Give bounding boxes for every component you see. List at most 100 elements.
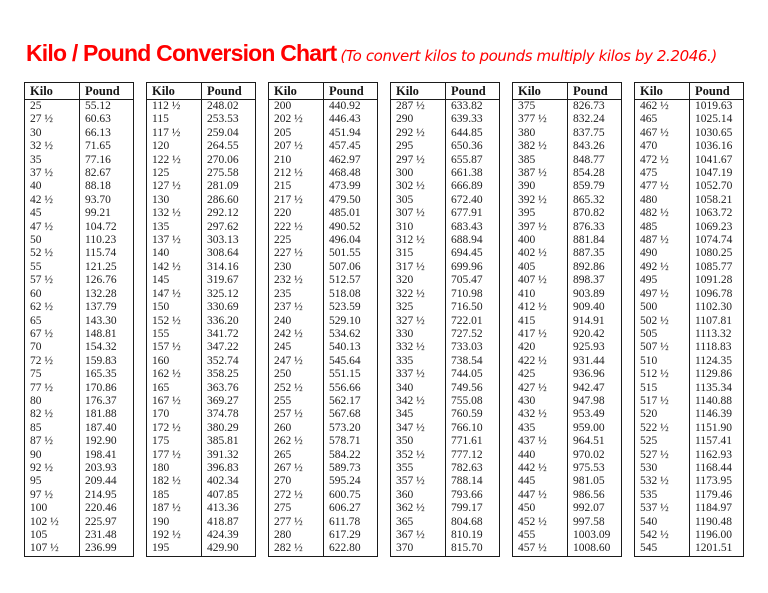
table-row: 127 ½ 281.09 bbox=[146, 180, 256, 194]
kilo-cell: 282 ½ bbox=[268, 542, 324, 557]
kilo-cell: 310 bbox=[390, 220, 446, 235]
table-row: 62 ½ 137.79 bbox=[24, 301, 134, 315]
table-row: 170 374.78 bbox=[146, 408, 256, 422]
table-row: 360 793.66 bbox=[390, 488, 500, 503]
table-row: 267 ½ 589.73 bbox=[268, 461, 378, 476]
kilo-cell: 505 bbox=[634, 327, 690, 342]
pound-cell: 1151.90 bbox=[695, 421, 732, 434]
table-row: 530 1168.44 bbox=[634, 461, 744, 476]
kilo-cell: 165 bbox=[146, 381, 202, 395]
table-row: 247 ½ 545.64 bbox=[268, 354, 378, 369]
kilo-cell: 447 ½ bbox=[512, 488, 568, 503]
pound-cell: 281.09 bbox=[207, 180, 239, 193]
table-row: 27 ½ 60.63 bbox=[24, 113, 134, 127]
pound-cell: 584.22 bbox=[329, 448, 361, 461]
pound-cell: 473.99 bbox=[329, 180, 361, 193]
pound-cell: 325.12 bbox=[207, 287, 239, 300]
kilo-cell: 52 ½ bbox=[24, 247, 80, 261]
kilo-cell: 57 ½ bbox=[24, 274, 80, 288]
pound-cell: 137.79 bbox=[85, 301, 117, 314]
pound-cell: 231.48 bbox=[85, 529, 117, 541]
pound-cell: 1113.32 bbox=[695, 327, 732, 340]
kilo-cell: 150 bbox=[146, 301, 202, 315]
table-row: 87 ½ 192.90 bbox=[24, 435, 134, 449]
pound-cell: 479.50 bbox=[329, 193, 361, 206]
table-row: 207 ½ 457.45 bbox=[268, 140, 378, 154]
kilo-cell: 525 bbox=[634, 435, 690, 449]
kilo-cell: 277 ½ bbox=[268, 515, 324, 529]
kilo-cell: 82 ½ bbox=[24, 408, 80, 422]
pound-cell: 931.44 bbox=[573, 354, 605, 367]
table-row: 52 ½ 115.74 bbox=[24, 247, 134, 261]
kilo-cell: 542 ½ bbox=[634, 529, 690, 543]
kilo-cell: 195 bbox=[146, 542, 202, 557]
pound-cell: 556.66 bbox=[329, 381, 361, 394]
pound-cell: 892.86 bbox=[573, 260, 605, 273]
pound-cell: 1102.30 bbox=[695, 301, 732, 314]
kilo-cell: 245 bbox=[268, 341, 324, 355]
kilo-cell: 177 ½ bbox=[146, 448, 202, 462]
pound-cell: 611.78 bbox=[329, 515, 361, 528]
table-row: 282 ½ 622.80 bbox=[268, 542, 378, 557]
table-row: 517 ½ 1140.88 bbox=[634, 394, 744, 409]
kilo-cell: 212 ½ bbox=[268, 167, 324, 181]
table-row: 307 ½ 677.91 bbox=[390, 207, 500, 221]
table-row: 245 540.13 bbox=[268, 341, 378, 355]
pound-cell: 523.59 bbox=[329, 301, 361, 314]
table-row: 187 ½ 413.36 bbox=[146, 502, 256, 516]
table-row: 215 473.99 bbox=[268, 180, 378, 194]
pound-cell: 914.91 bbox=[573, 314, 605, 327]
pound-cell: 749.56 bbox=[451, 381, 483, 394]
header-row: Kilo Pound bbox=[390, 82, 500, 100]
kilo-cell: 217 ½ bbox=[268, 193, 324, 208]
kilo-cell: 90 bbox=[24, 448, 80, 462]
table-row: 240 529.10 bbox=[268, 314, 378, 328]
pound-cell: 815.70 bbox=[451, 542, 483, 555]
table-row: 202 ½ 446.43 bbox=[268, 113, 378, 127]
pound-cell: 236.99 bbox=[85, 542, 117, 555]
pound-cell: 666.89 bbox=[451, 180, 483, 193]
kilo-cell: 250 bbox=[268, 368, 324, 382]
pound-cell: 220.46 bbox=[85, 502, 117, 515]
table-row: 440 970.02 bbox=[512, 448, 622, 462]
pound-cell: 176.37 bbox=[85, 394, 117, 407]
table-row: 380 837.75 bbox=[512, 126, 622, 141]
pound-cell: 1041.67 bbox=[695, 153, 733, 166]
pound-cell: 1008.60 bbox=[573, 542, 611, 555]
pound-cell: 297.62 bbox=[207, 220, 239, 233]
kilo-cell: 482 ½ bbox=[634, 207, 690, 221]
table-row: 400 881.84 bbox=[512, 234, 622, 248]
kilo-cell: 452 ½ bbox=[512, 515, 568, 529]
kilo-cell: 237 ½ bbox=[268, 301, 324, 315]
kilo-cell: 292 ½ bbox=[390, 126, 446, 141]
table-row: 450 992.07 bbox=[512, 502, 622, 516]
table-row: 75 165.35 bbox=[24, 368, 134, 382]
kilo-cell: 77 ½ bbox=[24, 381, 80, 395]
kilo-cell: 535 bbox=[634, 488, 690, 503]
kilo-cell: 147 ½ bbox=[146, 287, 202, 302]
pound-cell: 925.93 bbox=[573, 341, 605, 354]
kilo-cell: 457 ½ bbox=[512, 542, 568, 557]
pound-cell: 341.72 bbox=[207, 327, 239, 340]
kilo-cell: 295 bbox=[390, 140, 446, 154]
pound-cell: 385.81 bbox=[207, 435, 239, 448]
table-row: 252 ½ 556.66 bbox=[268, 381, 378, 395]
kilo-cell: 210 bbox=[268, 153, 324, 168]
kilo-cell: 485 bbox=[634, 220, 690, 235]
pound-cell: 777.12 bbox=[451, 448, 483, 461]
table-row: 145 319.67 bbox=[146, 274, 256, 288]
table-row: 180 396.83 bbox=[146, 461, 256, 476]
table-row: 255 562.17 bbox=[268, 394, 378, 409]
table-row: 60 132.28 bbox=[24, 287, 134, 302]
table-row: 155 341.72 bbox=[146, 327, 256, 342]
kilo-cell: 527 ½ bbox=[634, 448, 690, 462]
kilo-cell: 70 bbox=[24, 341, 80, 355]
pound-cell: 82.67 bbox=[85, 167, 111, 180]
kilo-cell: 122 ½ bbox=[146, 153, 202, 168]
kilo-cell: 62 ½ bbox=[24, 301, 80, 315]
kilo-cell: 275 bbox=[268, 502, 324, 516]
pound-cell: 225.97 bbox=[85, 515, 117, 528]
pound-cell: 1085.77 bbox=[695, 260, 733, 273]
table-row: 77 ½ 170.86 bbox=[24, 381, 134, 395]
kilo-cell: 125 bbox=[146, 167, 202, 181]
